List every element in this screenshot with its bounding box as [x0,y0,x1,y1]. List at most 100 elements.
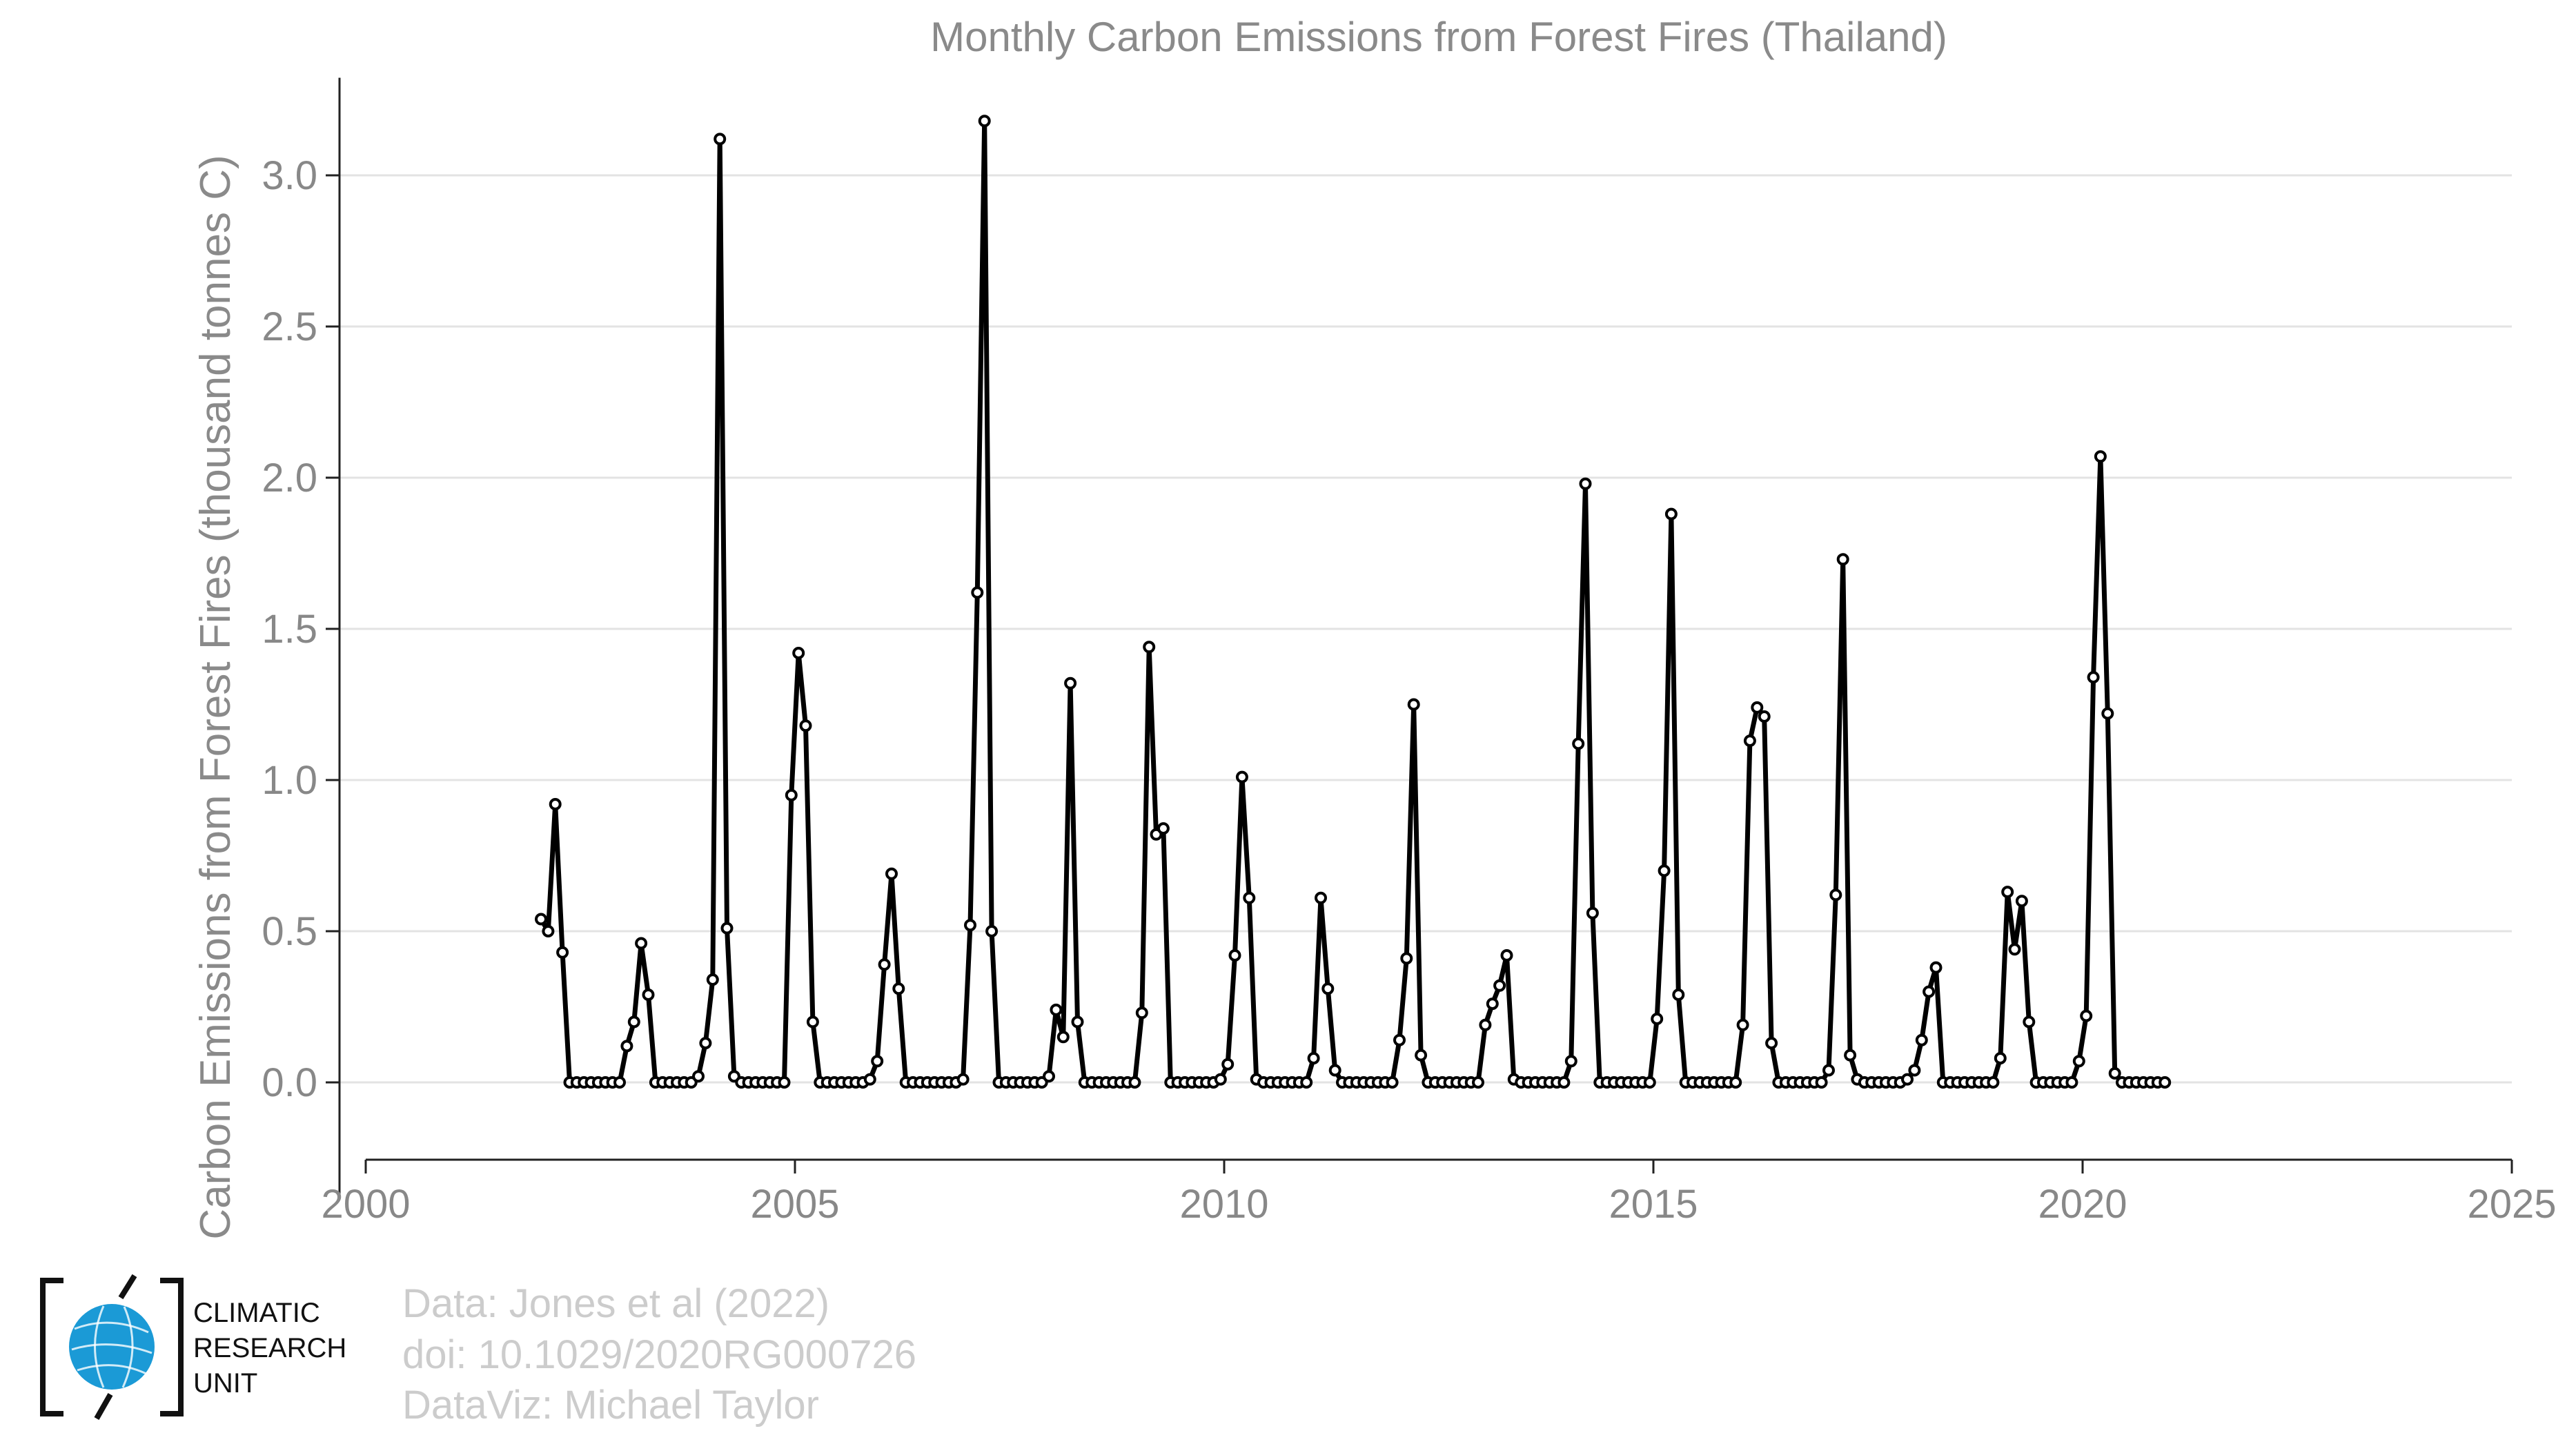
data-point [1315,891,1327,904]
data-point [1221,1058,1235,1071]
data-point [1050,1003,1063,1016]
data-point [2101,707,2114,720]
y-tick-label: 2.0 [262,456,317,500]
data-point [1736,1018,1749,1031]
y-tick-label: 1.0 [262,758,317,803]
data-point [542,925,555,937]
data-point [1157,822,1170,835]
data-point [556,946,569,959]
data-point [1486,997,1499,1011]
data-point [1135,1006,1148,1020]
data-point [2159,1076,2172,1089]
x-axis: 2000 2005 2010 2015 2020 2025 [321,1158,2557,1227]
data-point [1822,1064,1835,1077]
data-point [1328,1064,1341,1077]
credit-doi: doi: 10.1029/2020RG000726 [402,1332,916,1377]
data-point [892,982,905,995]
data-point [714,133,727,146]
data-point [1836,553,1849,566]
x-tick-label: 2000 [321,1182,410,1227]
data-point [1987,1076,2000,1089]
data-point [1579,477,1592,490]
x-tick-label: 2025 [2467,1182,2556,1227]
data-point [985,925,999,937]
data-point [720,922,734,935]
data-point [706,973,719,986]
data-point [1765,1037,1778,1050]
logo-text-line1: CLIMATIC [193,1298,320,1328]
data-point [2023,1015,2036,1029]
y-tick-label: 0.5 [262,909,317,954]
x-tick-label: 2020 [2038,1182,2127,1227]
data-point [871,1055,884,1068]
data-point [2072,1055,2085,1068]
data-point [1243,891,1256,904]
data-point [1901,1073,1914,1086]
data-point [863,1073,876,1086]
x-tick-label: 2010 [1179,1182,1268,1227]
data-point [1300,1076,1313,1089]
y-axis: 0.0 0.5 1.0 1.5 2.0 2.5 3.0 [262,77,341,1200]
data-point [2008,943,2021,956]
data-point [792,647,805,659]
data-point [1557,1076,1571,1089]
data-point [620,1040,633,1053]
data-point [1844,1049,1857,1062]
data-point [1908,1064,1921,1077]
data-point [1500,949,1513,962]
data-point [1572,737,1585,750]
series-layer [535,115,2172,1089]
data-point [1056,1031,1070,1044]
data-point [2080,1009,2093,1022]
x-tick-label: 2005 [750,1182,839,1227]
data-point [1228,949,1241,962]
data-point [806,1015,819,1029]
y-axis-label: Carbon Emissions from Forest Fires (thou… [192,155,239,1239]
data-point [1071,1015,1084,1029]
data-point [1043,1070,1055,1083]
data-point [1143,641,1156,654]
data-point [2065,1076,2078,1089]
data-point [1729,1076,1742,1089]
data-point [1479,1018,1492,1031]
data-point [799,719,812,732]
data-point [1307,1052,1320,1064]
y-tick-label: 0.0 [262,1060,317,1105]
data-point [613,1076,626,1089]
chart-title: Monthly Carbon Emissions from Forest Fir… [930,14,1947,60]
data-point [1400,952,1413,965]
globe-icon [69,1304,155,1390]
y-gridlines [340,174,2512,1084]
data-point [1929,961,1943,974]
logo-text-line3: UNIT [193,1368,257,1399]
logo-text-line2: RESEARCH [193,1333,346,1363]
data-point [1651,1013,1664,1025]
data-point [2087,671,2100,684]
data-point [1994,1052,2007,1064]
data-point [1915,1033,1928,1046]
data-point [549,798,562,810]
credit-data: Data: Jones et al (2022) [402,1281,829,1326]
data-point [1214,1073,1227,1086]
data-point [956,1073,970,1086]
y-tick-label: 1.5 [262,607,317,652]
data-point [971,586,984,599]
data-point [885,867,898,880]
data-point [1393,1033,1406,1046]
data-point [642,989,655,1001]
data-point [2094,450,2107,463]
data-point [1472,1076,1484,1089]
data-point [1415,1049,1428,1062]
data-point [1386,1076,1399,1089]
data-point [1064,676,1077,690]
data-point [2015,895,2028,908]
y-tick-label: 3.0 [262,153,317,198]
data-point [2108,1067,2121,1080]
data-point [1321,982,1335,995]
data-point [1128,1076,1141,1089]
data-point [1758,710,1771,723]
cru-logo: CLIMATIC RESEARCH UNIT [40,1274,346,1420]
data-point [1664,507,1678,520]
data-point [778,1076,791,1089]
